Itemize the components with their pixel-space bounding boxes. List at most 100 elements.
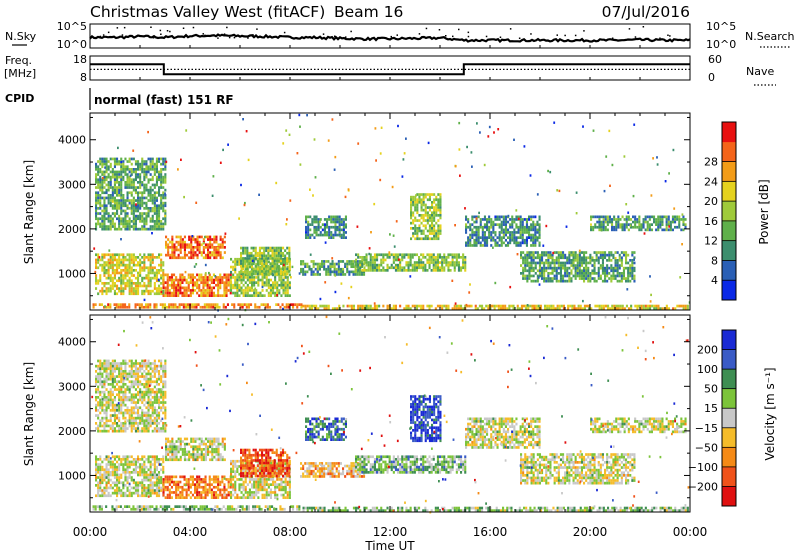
- power-cell: [418, 229, 421, 233]
- power-cell: [155, 170, 158, 174]
- power-cell: [437, 198, 440, 202]
- power-cell: [168, 283, 171, 287]
- power-cell: [424, 266, 427, 270]
- power-cell: [557, 253, 560, 257]
- power-cell: [171, 238, 174, 241]
- velocity-cell: [472, 506, 475, 510]
- power-cell: [254, 254, 257, 258]
- power-cell: [459, 174, 461, 177]
- power-cell: [211, 253, 214, 257]
- velocity-cell: [140, 505, 143, 508]
- power-cell: [498, 244, 501, 247]
- power-cell: [553, 261, 556, 265]
- velocity-cell: [124, 505, 127, 508]
- power-cell: [453, 269, 456, 272]
- power-cell: [533, 304, 536, 308]
- velocity-cell: [180, 505, 183, 508]
- power-cell: [128, 287, 131, 290]
- power-cell: [265, 289, 268, 292]
- power-cell: [291, 265, 294, 269]
- power-cell: [616, 259, 619, 262]
- velocity-cell: [630, 509, 633, 512]
- velocity-cell: [680, 506, 683, 510]
- power-cell: [147, 168, 150, 171]
- power-cell: [183, 195, 185, 199]
- power-cell: [604, 215, 607, 219]
- power-cell: [113, 201, 116, 205]
- power-cell: [230, 281, 233, 284]
- power-cell: [204, 235, 207, 239]
- power-cell: [601, 279, 604, 283]
- power-cell: [357, 142, 360, 145]
- power-cell: [418, 263, 421, 267]
- power-cell: [113, 253, 116, 257]
- power-cell: [147, 279, 150, 283]
- power-cell: [257, 281, 260, 284]
- power-cell: [342, 231, 345, 234]
- velocity-cell: [460, 509, 463, 512]
- power-cell: [328, 218, 331, 221]
- power-cell: [215, 246, 218, 249]
- velocity-cell: [611, 506, 614, 510]
- power-cell: [117, 146, 119, 150]
- power-cell: [420, 307, 423, 310]
- noise-search-mark: [499, 36, 502, 38]
- power-cell: [134, 227, 137, 231]
- power-cell: [134, 225, 137, 228]
- power-cell: [470, 304, 473, 308]
- power-cell: [248, 257, 251, 260]
- power-cell: [551, 269, 554, 273]
- power-cell: [109, 165, 112, 169]
- velocity-cell: [609, 509, 612, 512]
- power-cell: [160, 199, 163, 202]
- power-cell: [139, 178, 142, 182]
- power-cell: [465, 303, 468, 307]
- velocity-cell: [476, 506, 479, 510]
- power-cell: [552, 307, 555, 310]
- power-cell: [132, 289, 135, 293]
- power-cell: [592, 215, 595, 219]
- power-cell: [177, 235, 180, 239]
- power-cell: [414, 219, 417, 222]
- velocity-cell: [97, 484, 100, 487]
- power-cell: [104, 166, 106, 169]
- power-cell: [132, 199, 135, 202]
- power-cell: [416, 219, 419, 222]
- power-cell: [155, 199, 158, 202]
- power-cell: [338, 223, 341, 226]
- power-cell: [109, 196, 112, 200]
- power-cell: [633, 251, 636, 254]
- velocity-cell: [478, 506, 481, 510]
- power-cell: [155, 196, 158, 200]
- power-cell: [132, 292, 135, 296]
- power-cell: [122, 269, 125, 272]
- power-cell: [267, 291, 270, 295]
- power-cell: [263, 276, 266, 279]
- power-cell: [269, 249, 272, 252]
- power-cell: [580, 264, 583, 267]
- power-cell: [671, 220, 674, 224]
- power-cell: [414, 232, 417, 235]
- power-cell: [109, 227, 112, 231]
- power-cell: [145, 266, 148, 270]
- power-cell: [496, 218, 499, 221]
- power-cell: [583, 304, 586, 308]
- power-cell: [99, 168, 102, 171]
- power-cell: [263, 264, 266, 268]
- power-cell: [352, 265, 355, 268]
- power-cell: [240, 281, 243, 284]
- power-cell: [217, 243, 220, 247]
- power-cell: [160, 287, 163, 290]
- power-cell: [659, 220, 662, 224]
- power-cell: [153, 287, 156, 290]
- power-cell: [103, 170, 106, 174]
- power-cell: [333, 168, 336, 171]
- velocity-cell: [105, 481, 108, 485]
- power-cell: [380, 261, 383, 264]
- power-cell: [541, 251, 544, 254]
- power-cell: [530, 269, 533, 273]
- power-cell: [137, 201, 140, 205]
- power-cell: [155, 276, 158, 280]
- power-cell: [648, 225, 651, 229]
- power-cell: [242, 249, 245, 252]
